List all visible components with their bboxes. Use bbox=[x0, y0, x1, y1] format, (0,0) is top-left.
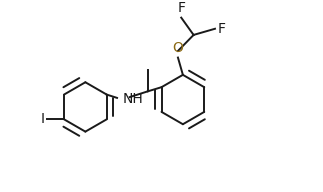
Text: F: F bbox=[217, 22, 225, 36]
Text: F: F bbox=[177, 1, 185, 15]
Text: I: I bbox=[41, 112, 45, 126]
Text: O: O bbox=[172, 41, 183, 55]
Text: NH: NH bbox=[122, 92, 143, 106]
